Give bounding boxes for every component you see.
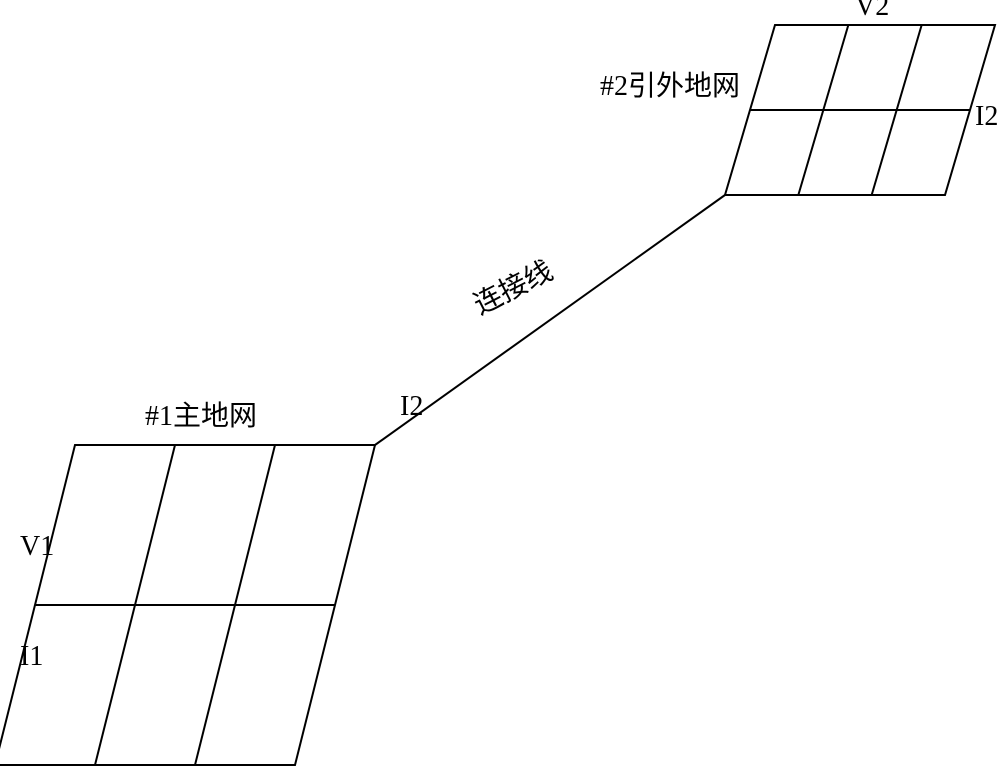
- external-grid-label: #2引外地网: [600, 70, 740, 102]
- i2-label: I2: [975, 101, 998, 132]
- main-grid-label: #1主地网: [145, 400, 257, 432]
- i2-inner-label: I2: [400, 391, 423, 422]
- i1-label: I1: [20, 641, 43, 672]
- background: [0, 0, 1000, 778]
- v2-label: V2: [855, 0, 889, 22]
- v1-label: V1: [20, 531, 54, 562]
